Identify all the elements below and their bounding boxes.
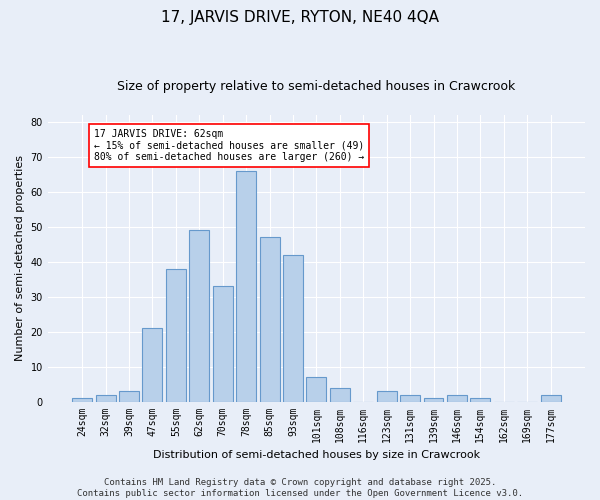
X-axis label: Distribution of semi-detached houses by size in Crawcrook: Distribution of semi-detached houses by …: [153, 450, 480, 460]
Bar: [541, 394, 560, 402]
Bar: [236, 171, 256, 402]
Bar: [330, 388, 350, 402]
Bar: [283, 255, 303, 402]
Bar: [424, 398, 443, 402]
Bar: [72, 398, 92, 402]
Bar: [377, 391, 397, 402]
Bar: [470, 398, 490, 402]
Title: Size of property relative to semi-detached houses in Crawcrook: Size of property relative to semi-detach…: [117, 80, 515, 93]
Text: 17 JARVIS DRIVE: 62sqm
← 15% of semi-detached houses are smaller (49)
80% of sem: 17 JARVIS DRIVE: 62sqm ← 15% of semi-det…: [94, 129, 364, 162]
Bar: [95, 394, 116, 402]
Bar: [166, 269, 186, 402]
Bar: [213, 286, 233, 402]
Bar: [260, 238, 280, 402]
Bar: [447, 394, 467, 402]
Bar: [119, 391, 139, 402]
Text: 17, JARVIS DRIVE, RYTON, NE40 4QA: 17, JARVIS DRIVE, RYTON, NE40 4QA: [161, 10, 439, 25]
Bar: [307, 377, 326, 402]
Bar: [190, 230, 209, 402]
Bar: [142, 328, 163, 402]
Text: Contains HM Land Registry data © Crown copyright and database right 2025.
Contai: Contains HM Land Registry data © Crown c…: [77, 478, 523, 498]
Bar: [400, 394, 420, 402]
Y-axis label: Number of semi-detached properties: Number of semi-detached properties: [15, 156, 25, 362]
